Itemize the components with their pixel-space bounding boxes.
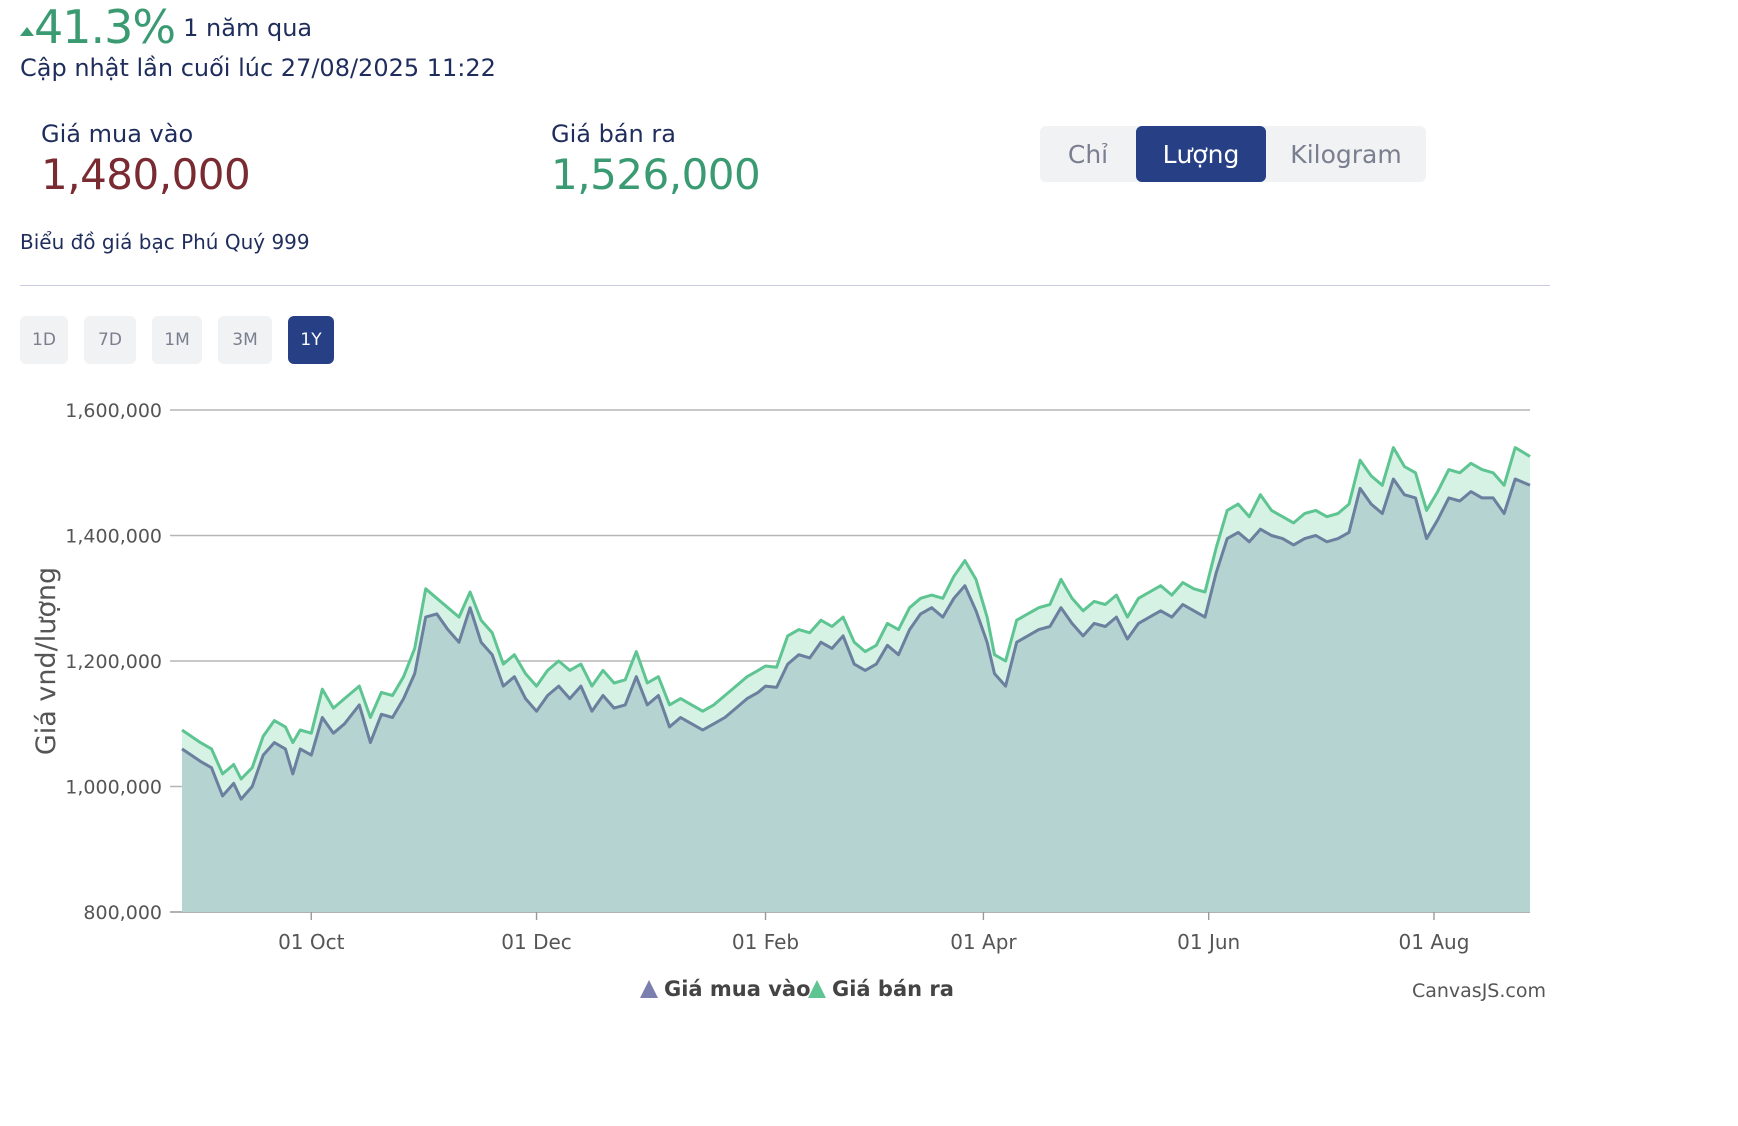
unit-kilogram-button[interactable]: Kilogram [1290,139,1402,169]
y-tick-label: 1,400,000 [65,526,162,548]
x-tick-label: 01 Jun [1177,930,1240,954]
sell-price-block: Giá bán ra 1,526,000 [551,120,761,199]
unit-switch: Chỉ Lượng Kilogram [1040,126,1426,182]
up-arrow-icon [20,27,34,36]
range-7d-button[interactable]: 7D [84,316,136,364]
range-1d-button[interactable]: 1D [20,316,68,364]
price-chart: 800,000 1,000,000 1,200,000 1,400,000 1,600,… [31,400,1531,1001]
sell-price-value: 1,526,000 [551,150,761,199]
range-3m-button[interactable]: 3M [218,316,272,364]
sell-price-label: Giá bán ra [551,120,676,148]
legend-buy-marker [640,980,658,998]
y-tick-label: 1,200,000 [65,651,162,673]
buy-price-value: 1,480,000 [41,150,251,199]
unit-chi-button[interactable]: Chỉ [1067,139,1109,169]
legend-buy-label: Giá mua vào [664,977,811,1001]
y-tick-label: 1,600,000 [65,400,162,422]
sell-line [181,446,1531,781]
canvasjs-credit[interactable]: CanvasJS.com [1411,980,1546,1002]
y-tick-label: 1,000,000 [65,777,162,799]
buy-price-block: Giá mua vào 1,480,000 [41,120,251,199]
change-period: 1 năm qua [183,14,313,42]
price-change: 41.3% 1 năm qua [20,0,312,54]
x-tick-label: 01 Oct [278,930,345,954]
range-1y-button[interactable]: 1Y [288,316,334,364]
buy-line [181,477,1531,801]
x-tick-label: 01 Feb [732,930,799,954]
legend-sell-marker [808,980,826,998]
legend-sell-label: Giá bán ra [832,977,954,1001]
x-tick-label: 01 Apr [950,930,1017,954]
x-tick-label: 01 Dec [501,930,572,954]
range-1m-button[interactable]: 1M [152,316,202,364]
y-tick-label: 800,000 [83,902,162,924]
divider [20,285,1550,286]
change-percent: 41.3% [34,0,176,54]
y-axis-title: Giá vnd/lượng [31,567,62,755]
buy-price-label: Giá mua vào [41,120,194,148]
last-updated: Cập nhật lần cuối lúc 27/08/2025 11:22 [20,54,496,82]
range-tabs: 1D 7D 1M 3M 1Y [20,316,350,364]
chart-heading: Biểu đồ giá bạc Phú Quý 999 [20,230,310,254]
x-tick-label: 01 Aug [1399,930,1470,954]
unit-luong-button[interactable]: Lượng [1136,126,1266,182]
buy-area [182,479,1530,912]
